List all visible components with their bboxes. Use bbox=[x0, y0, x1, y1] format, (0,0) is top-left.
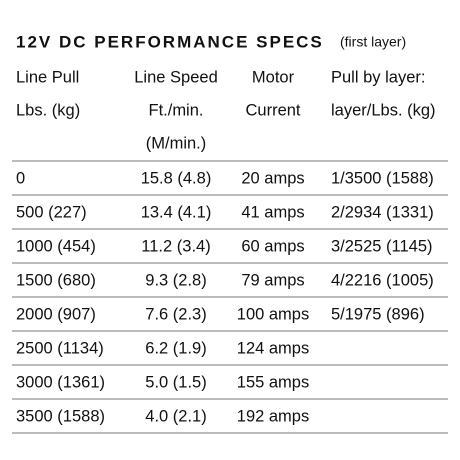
cell: 11.2 (3.4) bbox=[141, 237, 210, 255]
title: 12V DC PERFORMANCE SPECS bbox=[16, 32, 324, 51]
column-header: (M/min.) bbox=[146, 134, 207, 152]
cell: 41 amps bbox=[241, 203, 304, 221]
cell: 20 amps bbox=[241, 169, 304, 187]
cell: 1500 (680) bbox=[16, 271, 96, 289]
cell: 2/2934 (1331) bbox=[331, 203, 434, 221]
cell: 13.4 (4.1) bbox=[141, 203, 212, 221]
cell: 0 bbox=[16, 169, 25, 187]
column-header: Ft./min. bbox=[148, 101, 203, 119]
cell: 155 amps bbox=[237, 373, 309, 391]
cell: 15.8 (4.8) bbox=[141, 169, 212, 187]
cell: 500 (227) bbox=[16, 203, 87, 221]
column-header: Line Pull bbox=[16, 68, 79, 86]
cell: 60 amps bbox=[241, 237, 304, 255]
column-header: Pull by layer: bbox=[331, 68, 425, 86]
column-header: Lbs. (kg) bbox=[16, 101, 80, 119]
column-header: Motor bbox=[252, 68, 295, 86]
cell: 192 amps bbox=[237, 407, 309, 425]
cell: 7.6 (2.3) bbox=[145, 305, 206, 323]
cell: 5/1975 (896) bbox=[331, 305, 425, 323]
cell: 4/2216 (1005) bbox=[331, 271, 434, 289]
cell: 3500 (1588) bbox=[16, 407, 105, 425]
cell: 3/2525 (1145) bbox=[331, 237, 433, 255]
column-header: Current bbox=[245, 101, 300, 119]
cell: 2000 (907) bbox=[16, 305, 96, 323]
cell: 5.0 (1.5) bbox=[145, 373, 206, 391]
cell: 3000 (1361) bbox=[16, 373, 105, 391]
cell: 79 amps bbox=[241, 271, 304, 289]
cell: 9.3 (2.8) bbox=[145, 271, 206, 289]
cell: 1000 (454) bbox=[16, 237, 96, 255]
cell: 1/3500 (1588) bbox=[331, 169, 434, 187]
column-header: Line Speed bbox=[134, 68, 218, 86]
cell: 100 amps bbox=[237, 305, 309, 323]
cell: 124 amps bbox=[237, 339, 309, 357]
cell: 4.0 (2.1) bbox=[145, 407, 206, 425]
cell: 2500 (1134) bbox=[16, 339, 104, 357]
cell: 6.2 (1.9) bbox=[145, 339, 206, 357]
column-header: layer/Lbs. (kg) bbox=[331, 101, 436, 119]
subtitle: (first layer) bbox=[340, 34, 406, 50]
